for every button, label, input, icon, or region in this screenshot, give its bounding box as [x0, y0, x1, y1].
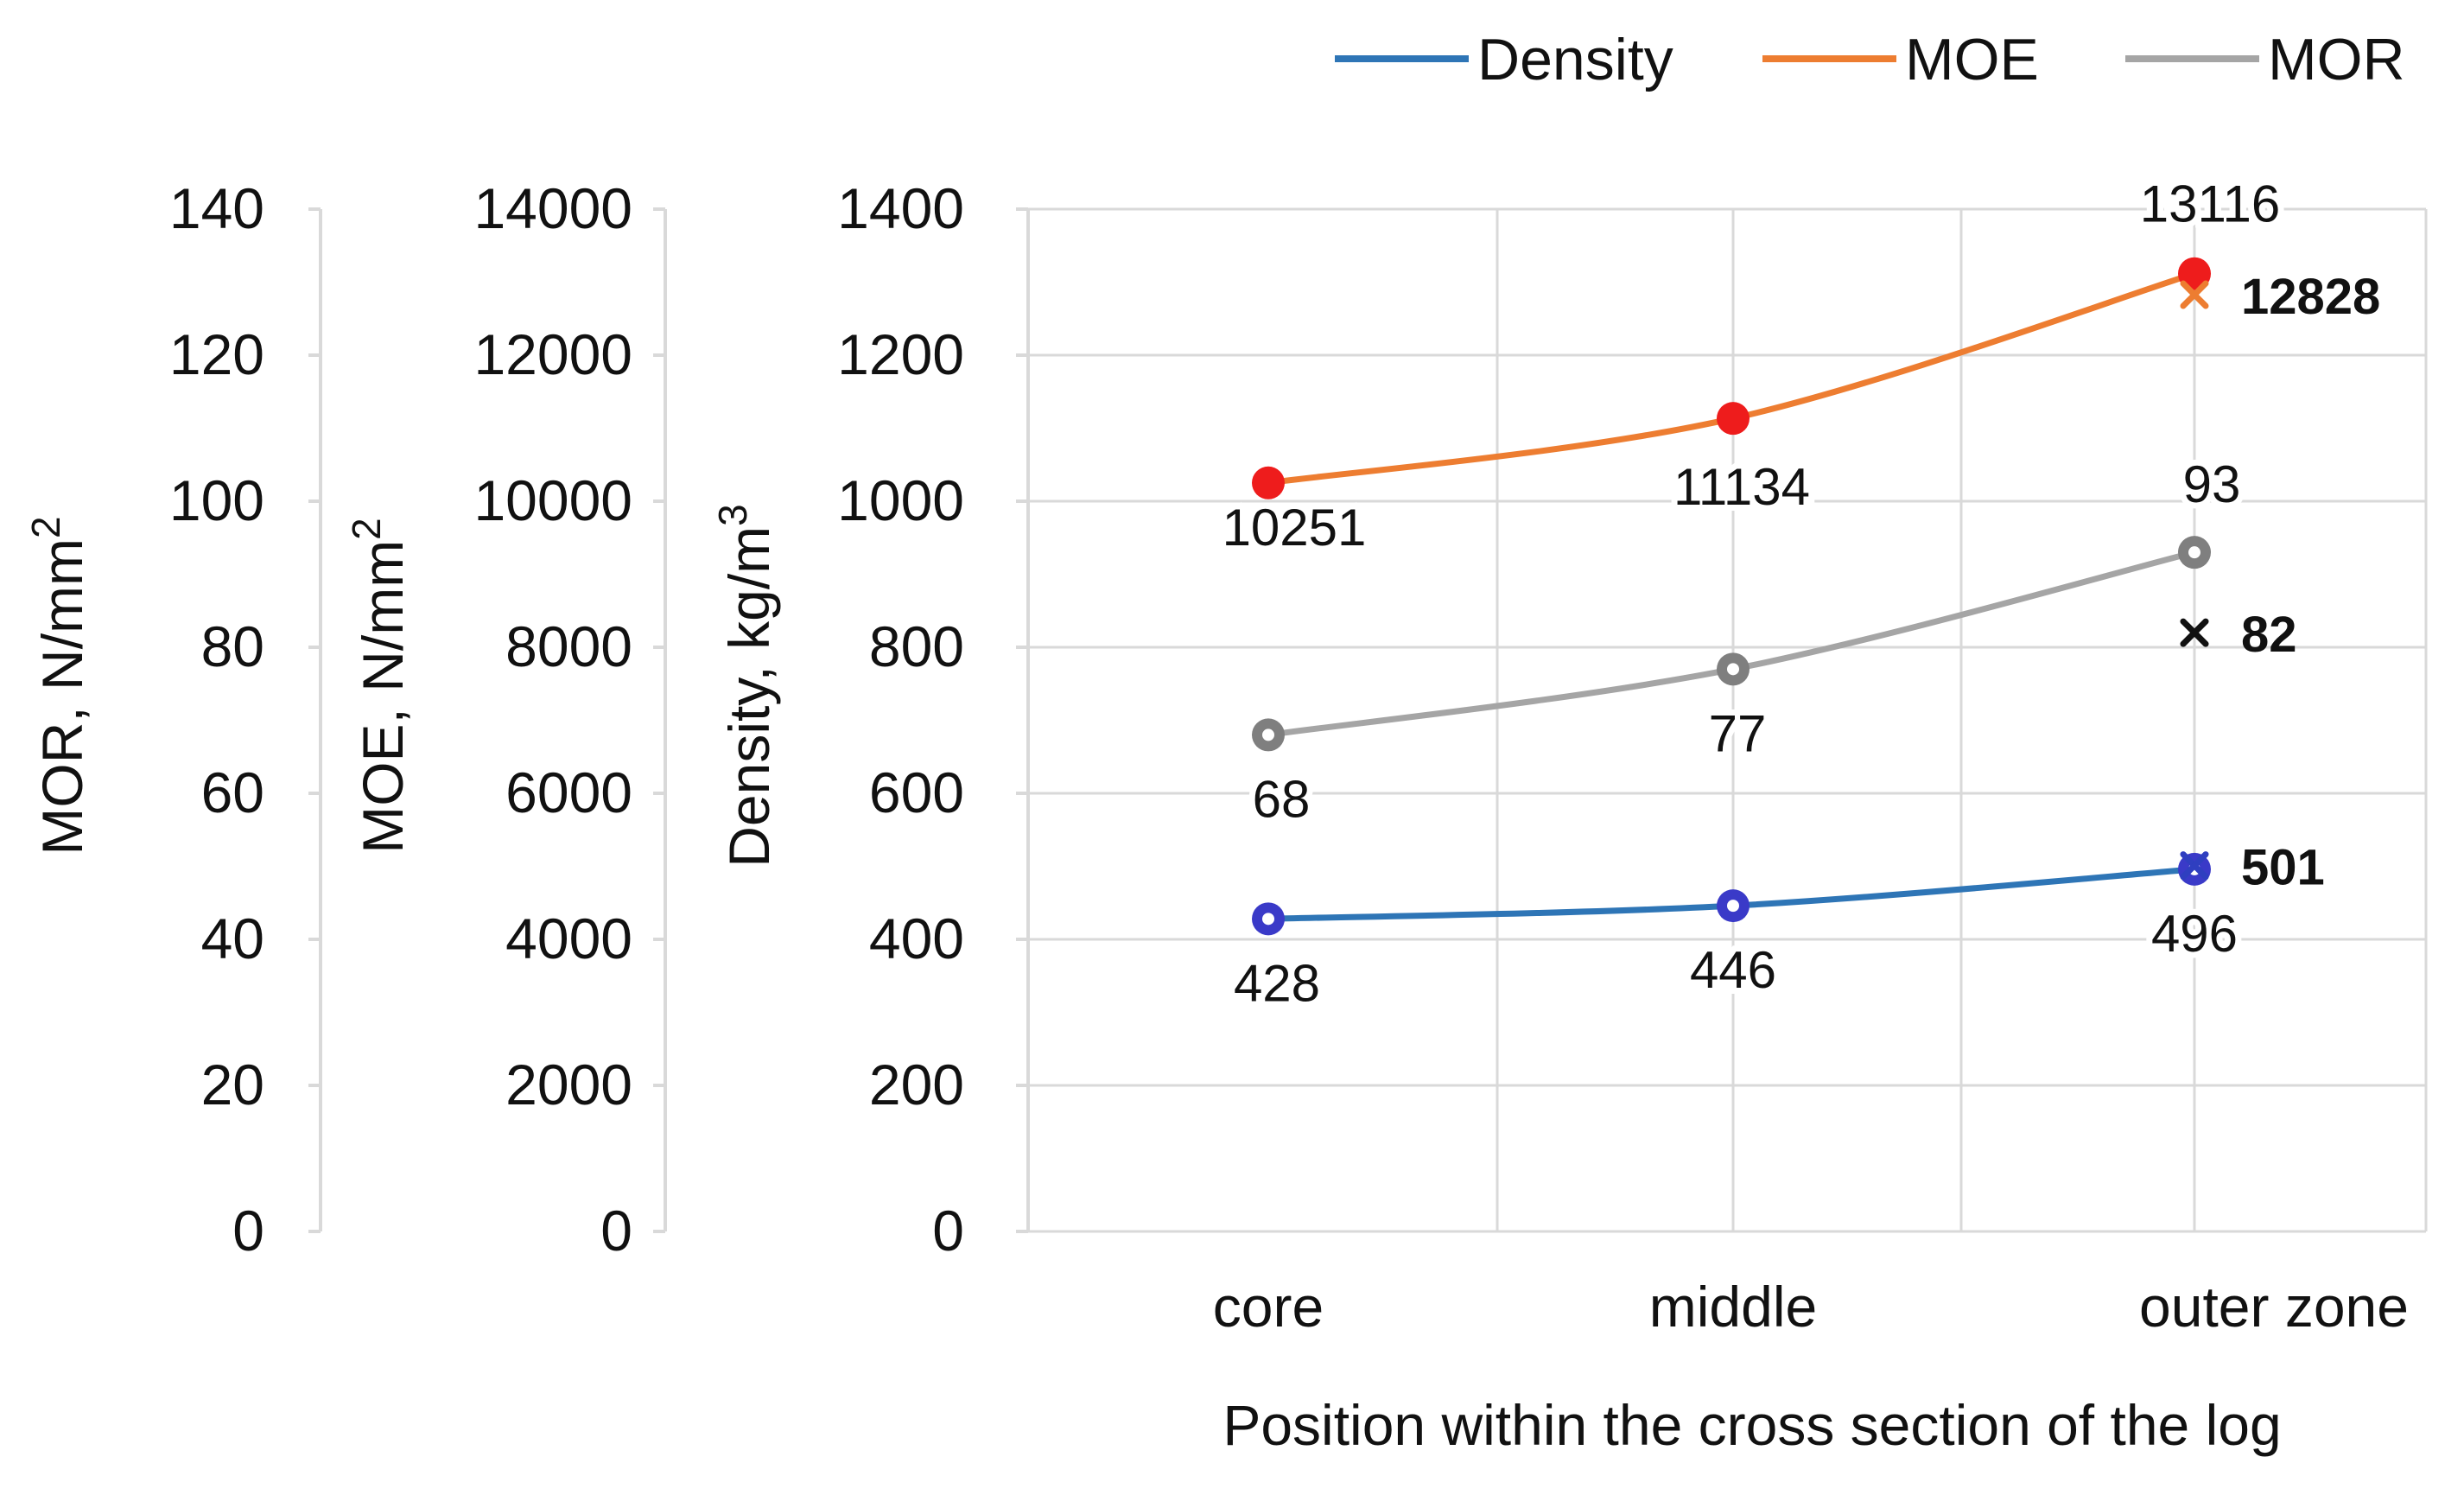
- density-measured-label: 501: [2241, 840, 2325, 896]
- density-axis-title-text: Density, kg/m: [717, 526, 781, 868]
- mor-axis-title: MOR, N/mm2: [23, 516, 94, 855]
- moe-measured-label: 12828: [2241, 269, 2380, 325]
- mor-tick-label: 60: [201, 760, 264, 824]
- mor-tick-label: 0: [232, 1199, 264, 1263]
- moe-data-label: 11134: [1673, 458, 1810, 516]
- density-tick-label: 1000: [837, 468, 964, 532]
- mor-data-label: 77: [1709, 704, 1767, 762]
- density-point-center: [1262, 913, 1274, 926]
- legend: Density MOE MOR: [1335, 27, 2405, 92]
- mor-point-center: [2188, 546, 2200, 559]
- moe-point: [2178, 257, 2211, 290]
- moe-data-label: 10251: [1222, 499, 1367, 557]
- moe-axis-title-text: MOE, N/mm: [351, 540, 415, 854]
- density-data-label: 446: [1690, 941, 1776, 999]
- density-measured-point: [2180, 851, 2209, 881]
- moe-line: [1265, 270, 2198, 487]
- mor-axis-title-superscript: 2: [23, 516, 68, 538]
- density-tick-label: 1200: [837, 322, 964, 386]
- mor-data-label: 93: [2183, 455, 2241, 513]
- mor-axis-title-text: MOR, N/mm: [30, 538, 94, 856]
- x-tick-label: middle: [1649, 1275, 1817, 1339]
- mor-tick-label: 100: [169, 468, 264, 532]
- mor-tick-label: 140: [169, 176, 264, 240]
- density-point-center: [1727, 900, 1739, 913]
- mor-tick-label: 80: [201, 614, 264, 678]
- moe-x-stroke: [2180, 280, 2209, 309]
- legend-label: Density: [1477, 27, 1673, 92]
- moe-data-label: 13116: [2140, 175, 2280, 233]
- moe-tick-label: 14000: [473, 176, 632, 240]
- density-axis-title-superscript: 3: [710, 504, 755, 526]
- moe-tick-label: 6000: [505, 760, 632, 824]
- density-tick-label: 0: [932, 1199, 964, 1263]
- mor-point-center: [1727, 663, 1739, 676]
- moe-axis-title: MOE, N/mm2: [344, 518, 415, 854]
- moe-point: [1717, 402, 1750, 436]
- x-tick-label: outer zone: [2139, 1275, 2409, 1339]
- legend-label: MOR: [2268, 27, 2405, 92]
- mor-point-center: [1262, 728, 1274, 741]
- density-tick-label: 600: [869, 760, 964, 824]
- moe-point: [1252, 466, 1285, 499]
- legend-item-mor: MOR: [2125, 27, 2405, 92]
- density-tick-label: 200: [869, 1053, 964, 1116]
- moe-tick-label: 2000: [505, 1053, 632, 1116]
- x-tick-label: core: [1213, 1275, 1324, 1339]
- density-data-label: 428: [1234, 954, 1320, 1012]
- density-data-label: 496: [2151, 905, 2238, 963]
- moe-tick-label: 8000: [505, 614, 632, 678]
- mor-x-stroke: [2180, 618, 2209, 647]
- mor-tick-label: 20: [201, 1053, 264, 1116]
- moe-tick-label: 12000: [473, 322, 632, 386]
- moe-measured-point: [2180, 280, 2209, 309]
- mor-tick-label: 40: [201, 907, 264, 970]
- moe-tick-label: 4000: [505, 907, 632, 970]
- legend-label: MOE: [1905, 27, 2039, 92]
- legend-item-density: Density: [1335, 27, 1673, 92]
- density-tick-label: 800: [869, 614, 964, 678]
- density-axis-title: Density, kg/m3: [710, 504, 781, 867]
- mor-data-label: 68: [1253, 770, 1311, 828]
- density-tick-label: 400: [869, 907, 964, 970]
- moe-axis-title-superscript: 2: [344, 518, 389, 540]
- moe-tick-label: 10000: [473, 468, 632, 532]
- mor-tick-label: 120: [169, 322, 264, 386]
- moe-tick-label: 0: [600, 1199, 632, 1263]
- mor-measured-point: [2180, 618, 2209, 647]
- density-tick-label: 1400: [837, 176, 964, 240]
- legend-item-moe: MOE: [1762, 27, 2039, 92]
- mor-measured-label: 82: [2241, 607, 2297, 663]
- x-axis-title: Position within the cross section of the…: [1222, 1393, 2281, 1457]
- density-x-stroke: [2180, 851, 2209, 881]
